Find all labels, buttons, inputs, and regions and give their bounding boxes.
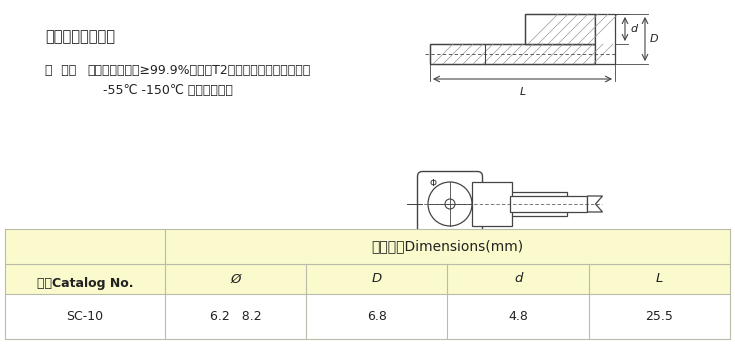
Polygon shape <box>430 44 595 64</box>
Bar <box>165 229 730 264</box>
Bar <box>5 229 165 339</box>
Text: d: d <box>514 272 523 285</box>
Text: 6.2   8.2: 6.2 8.2 <box>209 310 262 323</box>
Text: 型号Catalog No.: 型号Catalog No. <box>37 278 133 290</box>
Text: d: d <box>630 24 637 34</box>
Polygon shape <box>587 196 603 212</box>
Text: 4.8: 4.8 <box>508 310 528 323</box>
Polygon shape <box>525 14 595 44</box>
Text: D: D <box>372 272 382 285</box>
Polygon shape <box>475 192 567 216</box>
Bar <box>5 294 730 339</box>
Text: 特  点：: 特 点： <box>45 64 76 77</box>
Polygon shape <box>473 182 512 226</box>
Text: L: L <box>520 87 526 97</box>
Text: 6.8: 6.8 <box>367 310 387 323</box>
Text: SC-10: SC-10 <box>66 310 104 323</box>
Text: 25.5: 25.5 <box>645 310 673 323</box>
Text: D: D <box>650 34 659 44</box>
Text: Φ: Φ <box>430 179 437 188</box>
Text: L: L <box>656 272 663 285</box>
Polygon shape <box>511 196 587 212</box>
Text: 主要尺寸Dimensions(mm): 主要尺寸Dimensions(mm) <box>371 239 523 253</box>
Text: 接线端子封装尺寸: 接线端子封装尺寸 <box>45 29 115 44</box>
Text: 采用管料含铜量≥99.9%的高纯T2铜管制造，长期工作温度: 采用管料含铜量≥99.9%的高纯T2铜管制造，长期工作温度 <box>87 64 310 77</box>
Polygon shape <box>595 14 615 64</box>
Text: Ø: Ø <box>231 272 241 285</box>
Bar <box>165 264 730 294</box>
Text: -55℃ -150℃ ，表面镀锡。: -55℃ -150℃ ，表面镀锡。 <box>87 84 233 97</box>
FancyBboxPatch shape <box>417 172 482 237</box>
